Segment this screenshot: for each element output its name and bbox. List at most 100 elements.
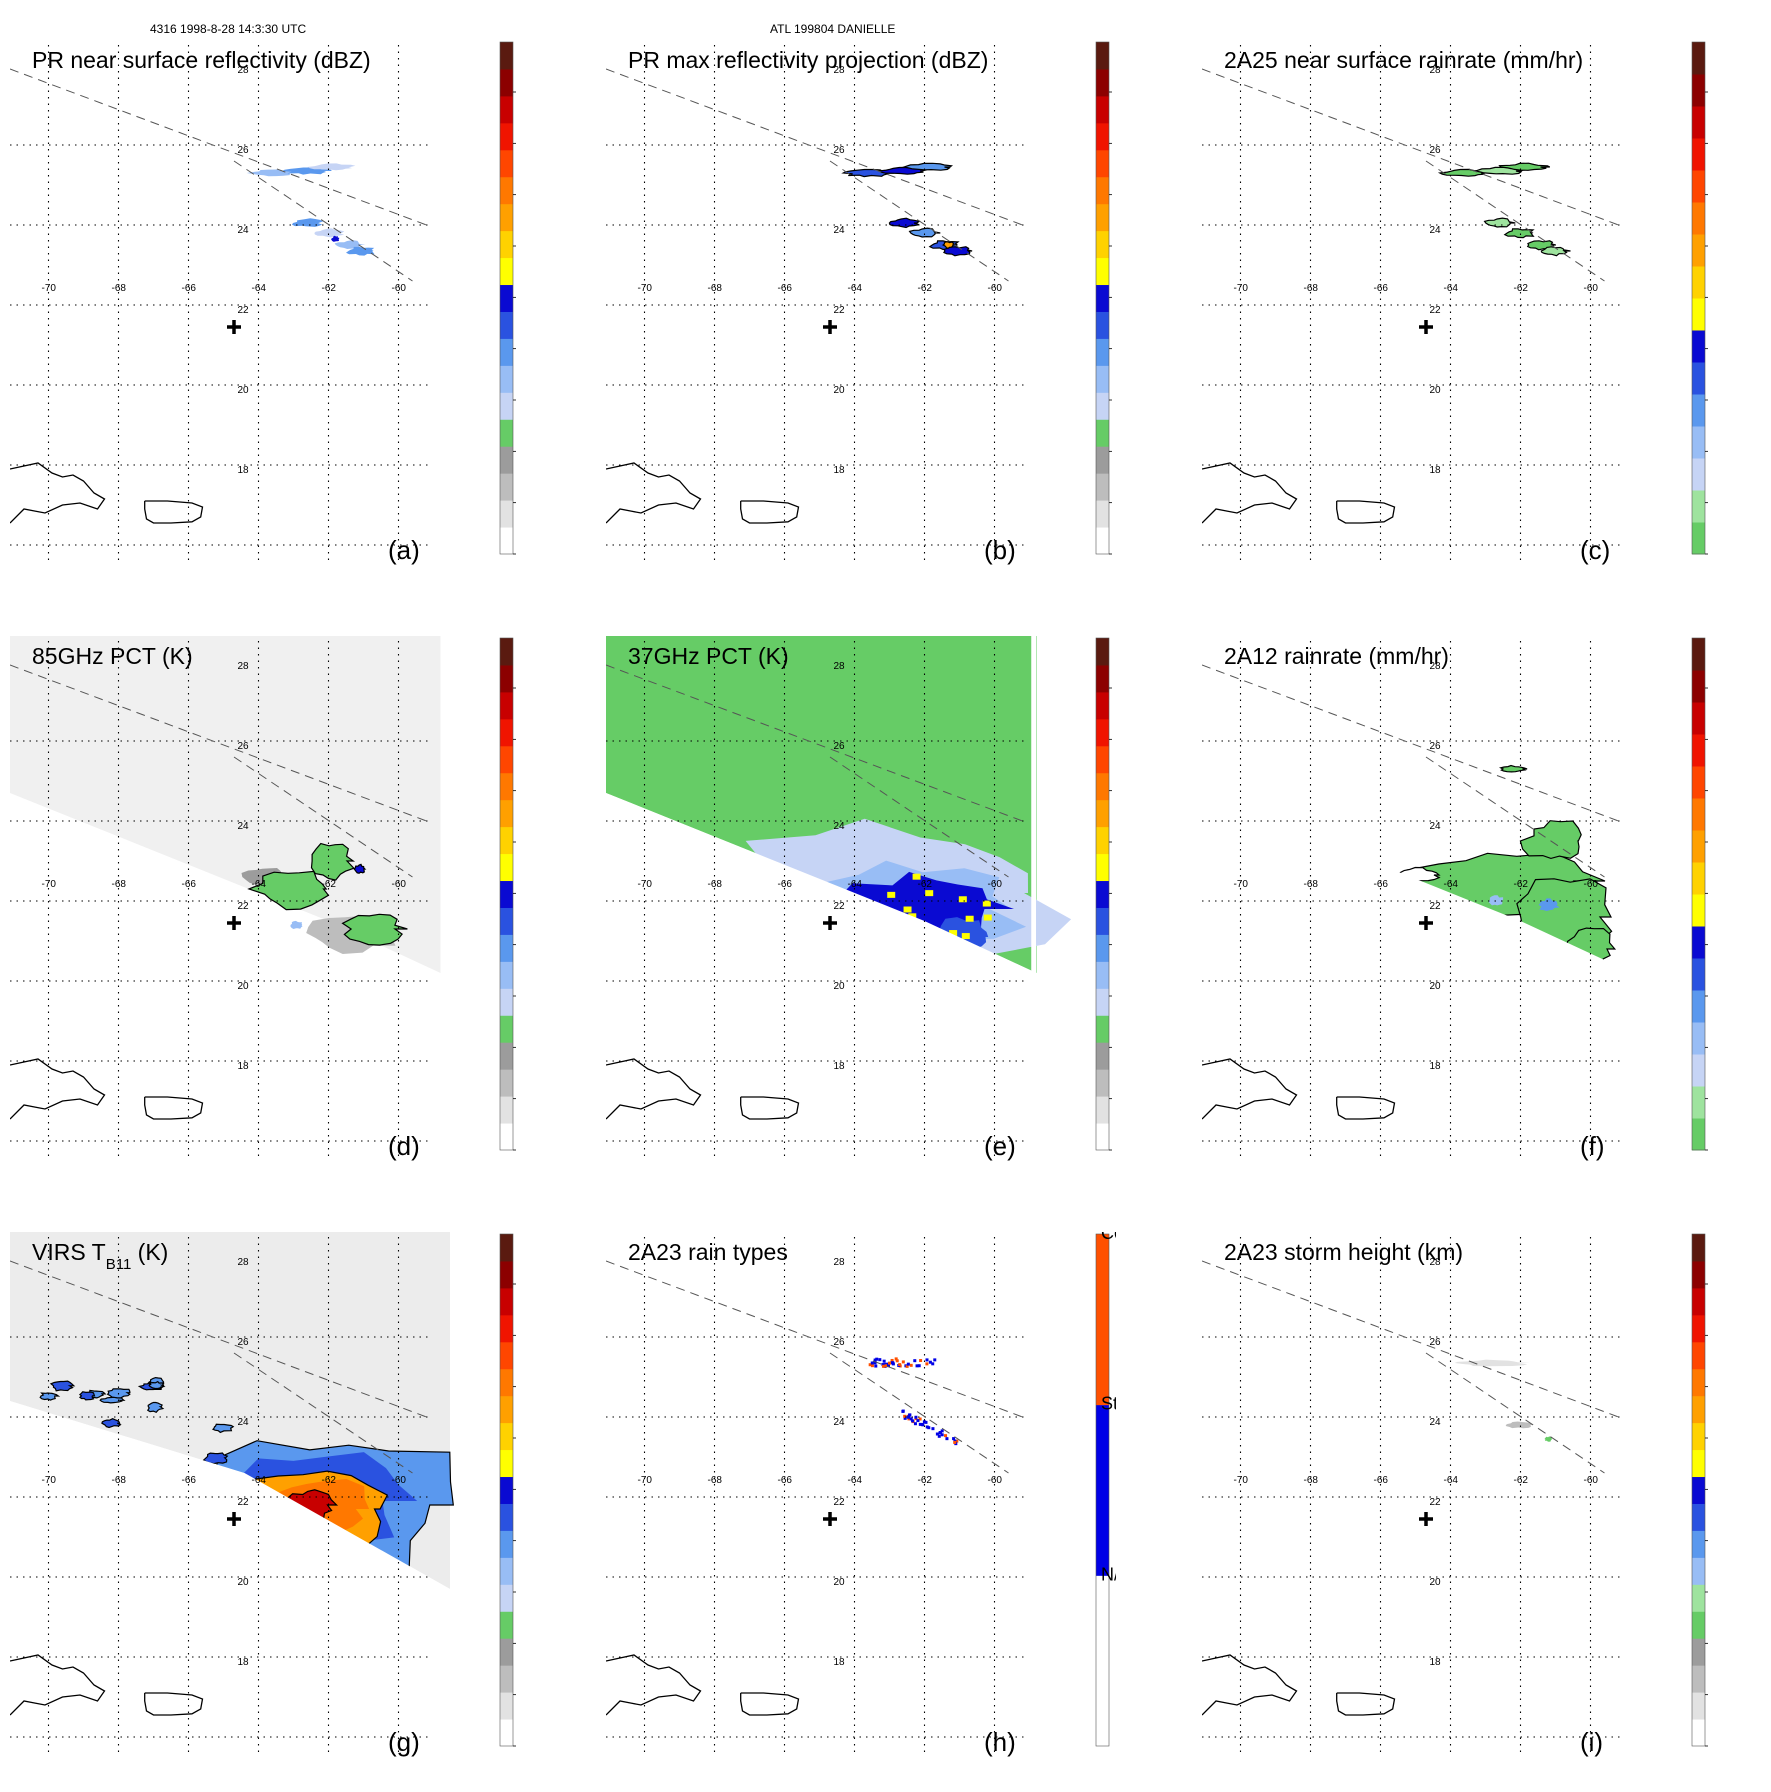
lat-tick-label: 22 [1430, 305, 1442, 316]
lon-tick-label: -64 [1444, 879, 1459, 890]
colorbar-segment [1692, 1314, 1705, 1343]
panel-i: -70 -68 -66 -64 -62 -60 28 26 24 22 20 18 2A23 storm… [1202, 1232, 1712, 1792]
colorbar-segment [500, 1476, 513, 1504]
map-area: -70 -68 -66 -64 -62 -60 28 26 24 22 20 18 [10, 636, 441, 1161]
panel-c: -70 -68 -66 -64 -62 -60 28 26 24 22 20 18 2A25 near … [1202, 40, 1712, 600]
panel-letter: (d) [388, 1131, 420, 1161]
colorbar-segment [1692, 1368, 1705, 1397]
lat-lon-grid: -70 -68 -66 -64 -62 -60 28 26 24 22 20 18 [1202, 641, 1622, 1161]
rain-type-pixel [916, 1419, 920, 1423]
colorbar-segment [500, 1314, 513, 1343]
lat-tick-label: 22 [834, 1497, 846, 1508]
colorbar-segment [500, 284, 513, 312]
lat-tick-label: 18 [834, 1657, 846, 1668]
map-area: -70 -68 -66 -64 -62 -60 28 26 24 22 20 18 [10, 1232, 454, 1757]
colorbar-segment [1096, 853, 1109, 882]
lon-tick-label: -66 [182, 879, 197, 890]
lon-tick-label: -68 [112, 283, 127, 294]
colorbar-segment [500, 446, 513, 474]
lon-tick-label: -62 [322, 283, 337, 294]
heavy-rain-pixel [887, 891, 896, 898]
outer-rainband-cloud [202, 1452, 229, 1465]
lat-tick-label: 28 [238, 65, 250, 76]
colorbar-segment [1096, 500, 1109, 528]
panel-map: -70 -68 -66 -64 -62 -60 28 26 24 22 20 18 85GHz PCT … [10, 636, 516, 1161]
rain-type-pixel [882, 1359, 886, 1363]
plus-icon [823, 1512, 837, 1526]
colorbar-segment [1096, 95, 1109, 124]
lat-tick-label: 24 [238, 225, 250, 236]
rain-type-pixel [940, 1429, 944, 1433]
heavy-rain-pixel [982, 900, 991, 907]
lat-tick-label: 24 [238, 1417, 250, 1428]
colorbar-segment [500, 1584, 513, 1612]
colorbar-segment [1692, 330, 1705, 363]
panel-title: 2A23 storm height (km) [1224, 1239, 1463, 1265]
echo-band-south [292, 218, 324, 227]
panel-letter: (g) [388, 1727, 420, 1757]
puerto-rico-coastline [144, 1692, 204, 1716]
coastline [606, 1654, 800, 1716]
rain-type-field [868, 1357, 959, 1446]
colorbar-frame [1095, 637, 1110, 1151]
lon-tick-label: -68 [1304, 879, 1319, 890]
rain-type-pixel [925, 1425, 929, 1429]
rain-type-pixel [909, 1363, 913, 1367]
colorbar-segment [1096, 880, 1109, 908]
rain-type-pixel [937, 1434, 941, 1438]
map-area: -70 -68 -66 -64 -62 -60 28 26 24 22 20 18 [10, 45, 430, 565]
colorbar-segment [500, 257, 513, 286]
lat-tick-label: 28 [834, 1257, 846, 1268]
colorbar-segment [1692, 1557, 1705, 1585]
colorbar-segment [500, 1260, 513, 1289]
colorbar-segment [1692, 1086, 1705, 1119]
lat-tick-label: 22 [238, 1497, 250, 1508]
colorbar-segment [1096, 149, 1109, 178]
lat-tick-label: 24 [1430, 1417, 1442, 1428]
coastline [1202, 1058, 1396, 1120]
colorbar-segment [1692, 1476, 1705, 1504]
hispaniola-coastline [10, 1654, 106, 1716]
panel-map: -70 -68 -66 -64 -62 -60 28 26 24 22 20 18 VIRS TB11 … [10, 1232, 516, 1757]
rain-type-pixel [901, 1360, 905, 1364]
colorbar-segment [1692, 926, 1705, 959]
colorbar-segment [1096, 907, 1109, 935]
plus-icon [227, 320, 241, 334]
colorbar-segment [1692, 522, 1705, 555]
colorbar-segment [500, 1692, 513, 1720]
rain-type-pixel [870, 1361, 874, 1365]
lat-tick-label: 20 [1430, 385, 1442, 396]
lat-lon-grid: -70 -68 -66 -64 -62 -60 28 26 24 22 20 18 [606, 1237, 1026, 1757]
rain-type-pixel [925, 1358, 929, 1362]
storm-top-echo [1544, 1436, 1552, 1442]
colorbar-segment [1692, 958, 1705, 991]
colorbar-segment [1096, 527, 1109, 555]
colorbar-segment [1096, 1404, 1109, 1576]
colorbar-segment [1692, 862, 1705, 895]
lon-tick-label: -66 [182, 283, 197, 294]
pr-swath-edge-line [1425, 1352, 1605, 1474]
rain-type-pixel [894, 1357, 898, 1361]
lon-tick-label: -64 [252, 879, 267, 890]
plus-icon [1419, 1512, 1433, 1526]
colorbar-frame [1095, 1233, 1110, 1747]
lon-tick-label: -68 [708, 283, 723, 294]
lat-tick-label: 24 [834, 821, 846, 832]
colorbar-segment [500, 988, 513, 1016]
rain-type-pixel [886, 1364, 890, 1368]
scattering-region [310, 842, 356, 881]
colorbar-segment [500, 68, 513, 97]
colorbar-segment [500, 473, 513, 501]
colorbar-segment [500, 1611, 513, 1639]
colorbar-segment [1692, 1665, 1705, 1693]
panel-title: 2A12 rainrate (mm/hr) [1224, 643, 1449, 669]
puerto-rico-coastline [144, 1096, 204, 1120]
pr-swath-edges [606, 68, 1023, 282]
heavy-rain-pixel [903, 906, 912, 913]
pr-swath-edges [606, 664, 1023, 878]
colorbar-segment [500, 638, 513, 666]
lat-tick-label: 22 [834, 305, 846, 316]
colorbar-frame [1691, 41, 1706, 555]
colorbar-segment [500, 365, 513, 393]
colorbar-segment [1096, 203, 1109, 232]
